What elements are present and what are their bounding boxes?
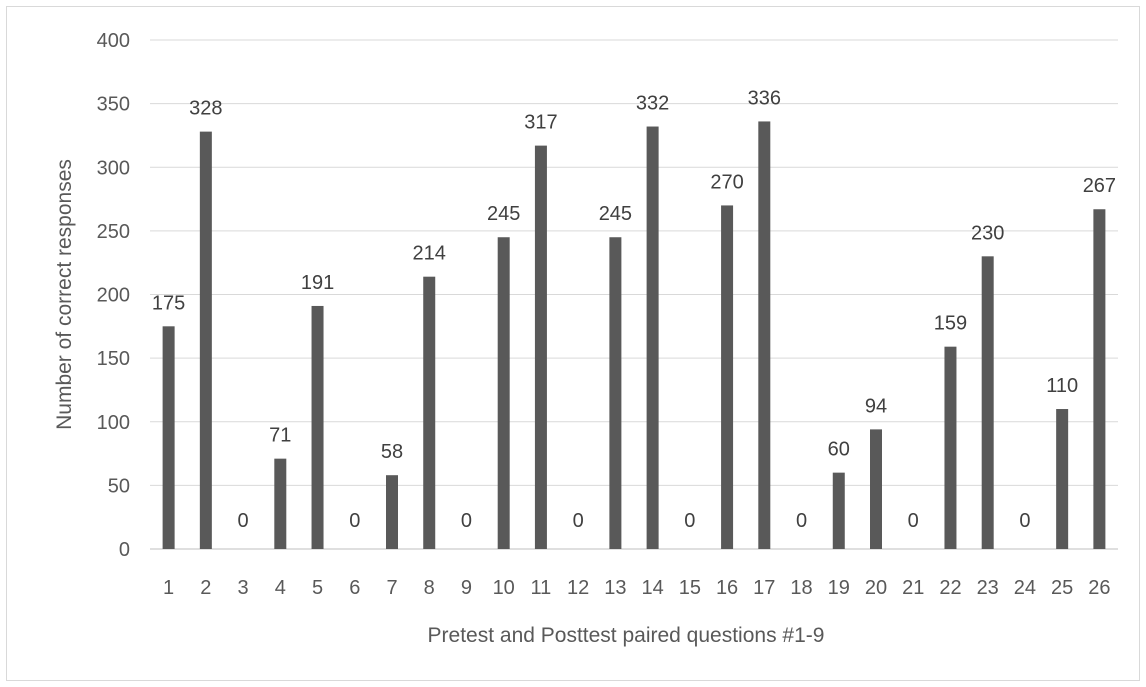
bar xyxy=(423,276,436,549)
y-tick-labels: 0 50 100 150 200 250 300 350 400 xyxy=(97,30,130,561)
x-tick-label: 26 xyxy=(1088,577,1110,599)
data-label: 58 xyxy=(381,441,403,463)
bar xyxy=(497,237,510,550)
data-label: 0 xyxy=(349,510,360,532)
x-axis-title: Pretest and Posttest paired questions #1… xyxy=(428,624,825,647)
y-tick-label: 150 xyxy=(97,348,130,370)
bar xyxy=(832,472,845,549)
data-label: 317 xyxy=(524,112,557,134)
data-label: 0 xyxy=(1019,510,1030,532)
bar xyxy=(609,237,622,550)
bar xyxy=(758,121,771,549)
x-tick-label: 17 xyxy=(753,577,775,599)
x-tick-label: 8 xyxy=(424,577,435,599)
bars xyxy=(162,121,1106,550)
data-label: 94 xyxy=(865,395,887,417)
data-label: 0 xyxy=(684,510,695,532)
chart-frame xyxy=(6,6,1140,681)
y-tick-label: 350 xyxy=(97,94,130,116)
data-label: 270 xyxy=(710,171,743,193)
y-tick-label: 200 xyxy=(97,285,130,307)
data-label: 0 xyxy=(238,510,249,532)
y-tick-label: 300 xyxy=(97,157,130,179)
x-tick-label: 18 xyxy=(790,577,812,599)
bar xyxy=(386,475,398,549)
data-label: 245 xyxy=(487,203,520,225)
x-tick-label: 24 xyxy=(1014,577,1036,599)
data-label: 110 xyxy=(1046,375,1078,397)
x-tick-label: 6 xyxy=(349,577,360,599)
data-label: 332 xyxy=(636,93,669,115)
x-tick-label: 1 xyxy=(163,577,174,599)
data-label: 336 xyxy=(748,87,781,109)
x-tick-label: 15 xyxy=(679,577,701,599)
x-tick-label: 5 xyxy=(312,577,323,599)
data-label: 0 xyxy=(573,510,584,532)
x-tick-label: 11 xyxy=(531,577,552,599)
y-tick-label: 100 xyxy=(97,412,130,434)
x-tick-label: 25 xyxy=(1051,577,1073,599)
x-tick-label: 10 xyxy=(493,577,515,599)
x-tick-label: 22 xyxy=(939,577,961,599)
x-tick-label: 19 xyxy=(828,577,850,599)
bar xyxy=(311,305,324,549)
bar xyxy=(646,126,659,549)
bar xyxy=(199,131,212,549)
x-tick-label: 3 xyxy=(238,577,249,599)
bar xyxy=(721,205,734,550)
bar xyxy=(274,458,287,549)
x-tick-label: 16 xyxy=(716,577,738,599)
data-label: 245 xyxy=(599,203,632,225)
bar xyxy=(944,346,957,549)
data-label: 230 xyxy=(971,222,1004,244)
x-tick-labels: 1 2 3 4 5 6 7 8 9 10 11 12 13 14 15 16 17 18 19 20 21 22 23 24 2… xyxy=(163,577,1110,599)
bar xyxy=(534,145,547,549)
y-tick-label: 50 xyxy=(108,475,130,497)
x-tick-label: 14 xyxy=(641,577,663,599)
y-tick-label: 400 xyxy=(97,30,130,52)
bar xyxy=(981,256,994,549)
data-label: 159 xyxy=(934,313,967,335)
x-tick-label: 23 xyxy=(977,577,999,599)
data-label: 0 xyxy=(796,510,807,532)
data-label: 214 xyxy=(413,243,446,265)
x-tick-label: 12 xyxy=(567,577,589,599)
bar xyxy=(1056,409,1069,549)
data-labels: 175 328 0 71 191 0 58 214 0 245 317 0 245 332 0 270 336 0… xyxy=(152,87,1116,532)
x-tick-label: 2 xyxy=(200,577,211,599)
gridlines xyxy=(150,39,1118,550)
x-tick-label: 9 xyxy=(461,577,472,599)
y-axis-title: Number of correct responses xyxy=(53,159,76,430)
y-tick-label: 250 xyxy=(97,221,130,243)
data-label: 175 xyxy=(152,292,185,314)
x-tick-label: 13 xyxy=(604,577,626,599)
bar xyxy=(1093,209,1106,549)
y-tick-label: 0 xyxy=(119,539,130,561)
data-label: 191 xyxy=(301,272,334,294)
data-label: 328 xyxy=(189,98,222,120)
data-label: 60 xyxy=(828,439,850,461)
data-label: 0 xyxy=(461,510,472,532)
x-tick-label: 21 xyxy=(902,577,924,599)
bar xyxy=(870,429,882,549)
x-tick-label: 4 xyxy=(275,577,286,599)
data-label: 267 xyxy=(1083,175,1116,197)
data-label: 71 xyxy=(269,425,291,447)
x-tick-label: 7 xyxy=(386,577,397,599)
data-label: 0 xyxy=(908,510,919,532)
x-tick-label: 20 xyxy=(865,577,887,599)
bar xyxy=(162,326,175,549)
